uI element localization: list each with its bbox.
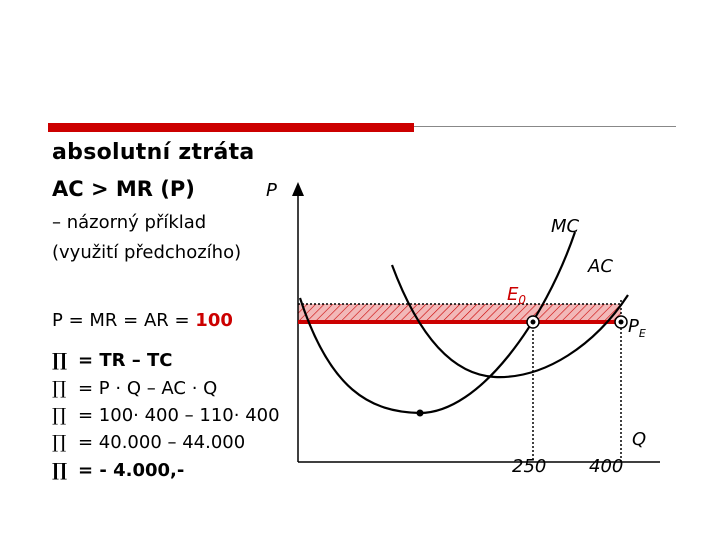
loss-area <box>298 304 621 322</box>
y-axis-label: P <box>266 180 277 201</box>
profit-equation-3: ∏ = 100· 400 – 110· 400 <box>52 405 280 426</box>
profit-equation-text: = - 4.000,- <box>78 460 185 481</box>
mc-curve <box>298 231 577 415</box>
profit-equation-5: ∏ = - 4.000,- <box>52 460 184 481</box>
header-red-rule <box>48 123 414 132</box>
header-gray-rule <box>414 126 676 127</box>
profit-equation-text: = 100· 400 – 110· 400 <box>78 405 280 426</box>
price-equation: P = MR = AR = 100 <box>52 310 233 331</box>
profit-equation-2: ∏ = P · Q – AC · Q <box>52 378 217 399</box>
pe-label: PE <box>628 316 646 340</box>
pe-label-sub: E <box>639 327 646 340</box>
profit-equation-4: ∏ = 40.000 – 44.000 <box>52 432 245 453</box>
e0-point <box>530 319 536 325</box>
profit-symbol: ∏ <box>52 405 67 426</box>
pe-point <box>618 319 624 325</box>
profit-symbol: ∏ <box>52 378 67 399</box>
profit-equation-text: = TR – TC <box>78 350 173 371</box>
profit-symbol: ∏ <box>52 432 67 453</box>
e0-label: E0 <box>507 284 526 307</box>
e0-label-sub: 0 <box>518 293 526 307</box>
subtitle-line-1: – názorný příklad <box>52 212 207 233</box>
profit-symbol: ∏ <box>52 460 68 481</box>
q-tick-250: 250 <box>512 456 546 477</box>
x-axis-label: Q <box>632 429 646 450</box>
ac-curve <box>390 264 629 379</box>
ac-label: AC <box>587 256 613 277</box>
slide-title: absolutní ztráta <box>52 140 255 165</box>
profit-symbol: ∏ <box>52 350 68 371</box>
mc-minimum-point <box>416 409 424 417</box>
condition-text: AC > MR (P) <box>52 177 195 201</box>
profit-equation-text: = P · Q – AC · Q <box>78 378 218 399</box>
subtitle-line-2: (využití předchozího) <box>52 242 242 263</box>
profit-equation-1: ∏ = TR – TC <box>52 350 173 371</box>
e0-label-main: E <box>507 284 519 305</box>
q-tick-400: 400 <box>589 456 623 477</box>
y-axis-arrow <box>292 182 304 196</box>
profit-equation-text: = 40.000 – 44.000 <box>78 432 246 453</box>
price-equation-prefix: P = MR = AR = <box>52 310 196 331</box>
mc-label: MC <box>551 216 580 237</box>
pe-label-main: P <box>628 316 639 337</box>
price-value: 100 <box>195 310 233 331</box>
